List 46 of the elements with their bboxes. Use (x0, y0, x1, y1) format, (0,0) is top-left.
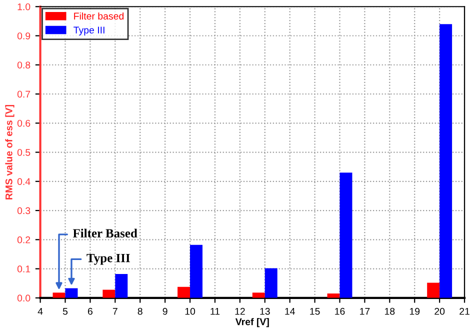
x-tick-label: 13 (260, 308, 270, 315)
y-tick-label: 0.8 (17, 62, 30, 68)
annotation: Filter Based (72, 228, 138, 238)
bar (340, 172, 352, 298)
y-tick-label: 0.0 (17, 294, 30, 302)
x-tick-label: 10 (185, 308, 196, 315)
legend-label: Filter based (74, 12, 124, 20)
x-tick-label: 7 (112, 308, 118, 315)
y-tick-label: 0.3 (17, 207, 30, 214)
y-tick-label: 0.2 (17, 236, 30, 244)
y-tick-label: 0.7 (17, 90, 30, 98)
x-tick-label: 16 (335, 308, 345, 315)
x-tick-label: 11 (210, 308, 220, 315)
x-tick-label: 4 (38, 308, 43, 315)
x-tick-label: 9 (162, 308, 168, 315)
x-tick-label: 19 (410, 308, 420, 315)
y-tick-label: 0.5 (17, 148, 30, 156)
legend-label: Type III (74, 26, 104, 36)
y-tick-label: 0.9 (17, 32, 30, 40)
x-tick-label: 14 (285, 308, 295, 315)
bar (252, 292, 265, 298)
x-tick-label: 5 (62, 308, 68, 315)
bar (440, 24, 452, 298)
bar (178, 286, 190, 298)
y-tick-label: 0.1 (17, 266, 30, 272)
x-tick-label: 12 (235, 308, 245, 315)
x-tick-label: 21 (460, 308, 470, 315)
x-tick-label: 18 (384, 308, 395, 315)
annotation: Type III (86, 254, 130, 265)
bar (115, 274, 128, 298)
bar (102, 290, 116, 298)
bar (264, 268, 278, 298)
bar (65, 288, 78, 298)
x-tick-label: 20 (434, 308, 445, 315)
bar (52, 292, 66, 298)
x-tick-label: 15 (310, 308, 320, 315)
x-tick-label: 8 (138, 308, 142, 315)
bar (427, 282, 440, 298)
x-tick-label: 6 (88, 308, 92, 315)
x-axis-title: Vref [V] (235, 318, 269, 328)
bar (190, 244, 202, 298)
y-tick-label: 0.6 (17, 120, 30, 127)
y-tick-label: 1.0 (18, 3, 30, 10)
y-axis-title: RMS value of ess [V] (5, 104, 14, 200)
y-tick-label: 0.4 (17, 178, 30, 186)
x-tick-label: 17 (360, 308, 370, 315)
